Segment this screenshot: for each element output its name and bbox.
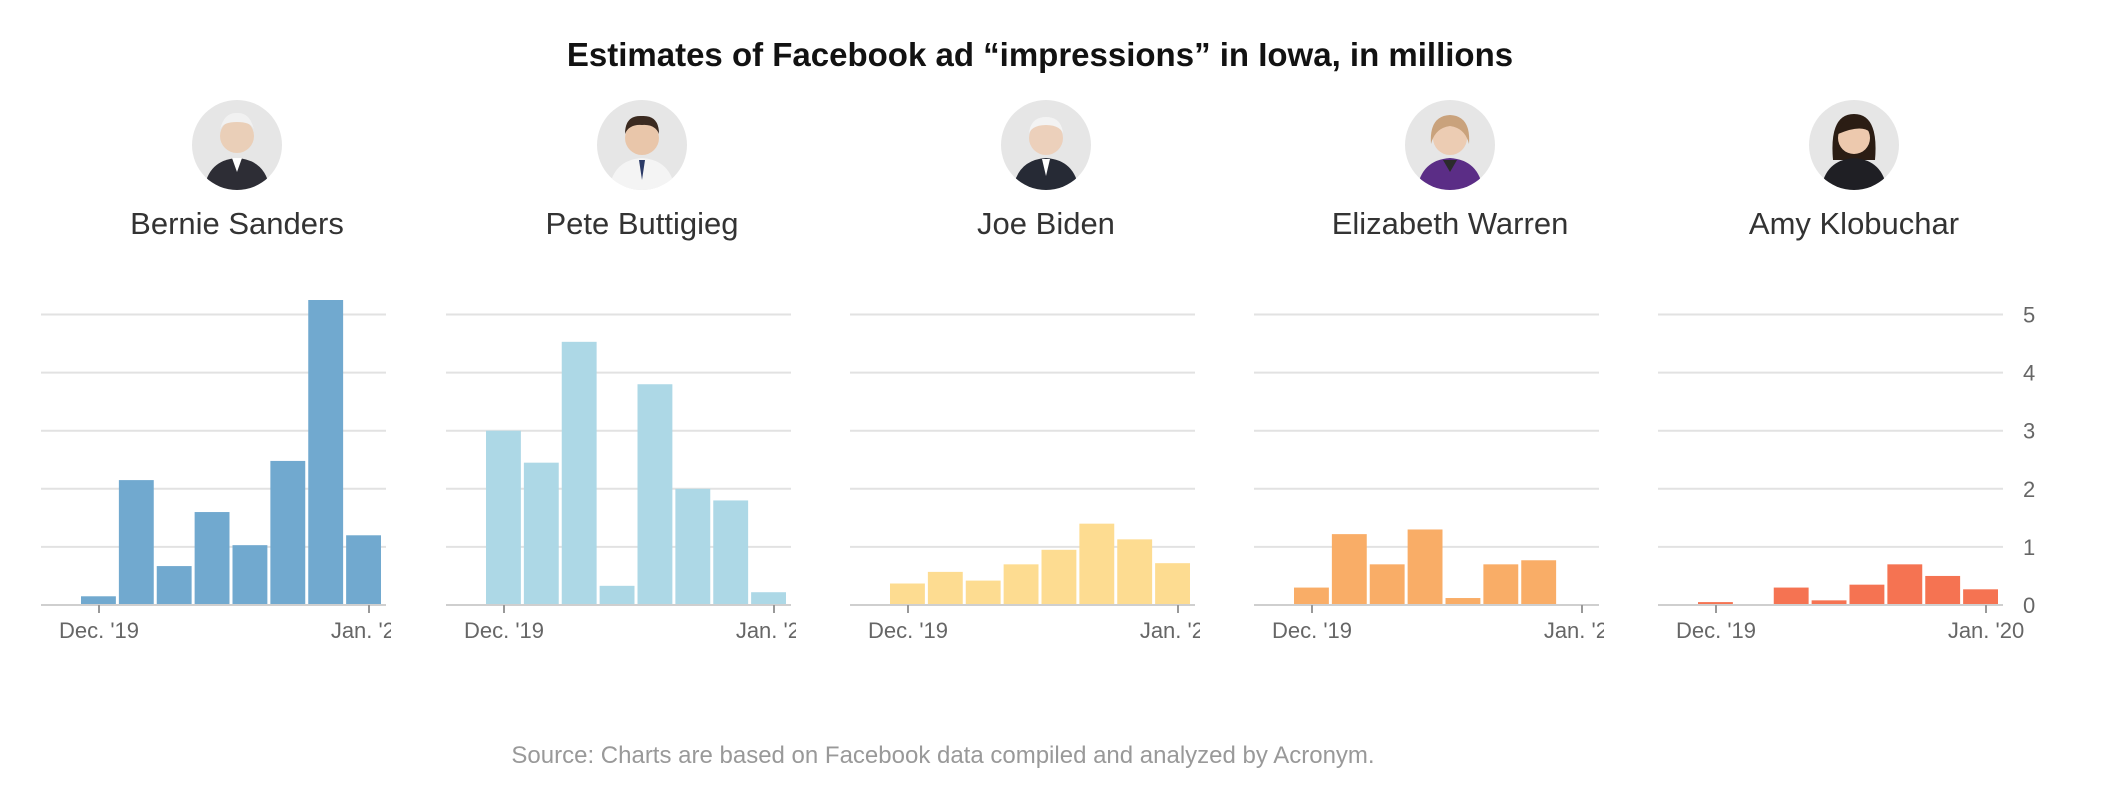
x-tick-label-start: Dec. '19 <box>868 618 948 643</box>
bar-chart: 0 1 2 3 4 5 Dec. '19 Jan. '20 <box>1658 270 2058 655</box>
y-tick-label: 5 <box>2023 303 2035 328</box>
bar <box>1773 587 1809 605</box>
bar <box>1849 584 1885 605</box>
x-tick-label-start: Dec. '19 <box>59 618 139 643</box>
y-tick-label: 0 <box>2023 593 2035 618</box>
chart-svg: 0 1 2 3 4 5 Dec. '19 Jan. '20 <box>1658 303 2035 643</box>
bar <box>118 480 154 605</box>
x-tick-label-end: Jan. '20 <box>736 618 796 643</box>
x-tick-label-end: Jan. '20 <box>1948 618 2024 643</box>
bar <box>346 535 381 605</box>
x-tick-label-start: Dec. '19 <box>1676 618 1756 643</box>
bar <box>713 500 749 605</box>
y-tick-label: 3 <box>2023 419 2035 444</box>
x-tick-label-start: Dec. '19 <box>464 618 544 643</box>
candidate-name: Bernie Sanders <box>130 206 344 241</box>
candidate-name: Joe Biden <box>977 206 1115 241</box>
panel-buttigieg: Pete Buttigieg Dec. '19 Jan. '20 <box>446 90 812 690</box>
y-tick-label: 1 <box>2023 535 2035 560</box>
bar <box>81 596 116 605</box>
bar <box>965 580 1001 605</box>
x-tick-label-end: Jan. '20 <box>331 618 391 643</box>
bar <box>890 583 925 605</box>
bar <box>1698 602 1733 605</box>
bar <box>637 384 673 605</box>
bar <box>1811 600 1847 605</box>
source-note: Source: Charts are based on Facebook dat… <box>511 742 1375 769</box>
chart-title: Estimates of Facebook ad “impressions” i… <box>566 36 1514 73</box>
chart-svg: Dec. '19 Jan. '20 <box>41 300 407 643</box>
bar <box>1117 539 1153 605</box>
y-tick-label: 2 <box>2023 477 2035 502</box>
bar <box>1331 534 1367 605</box>
bar <box>194 512 230 605</box>
candidate-photo <box>597 100 687 190</box>
chart-svg: Dec. '19 Jan. '20 <box>850 313 1216 643</box>
x-tick-label-end: Jan. '20 <box>1544 618 1604 643</box>
bar <box>1003 564 1039 605</box>
bar <box>1041 549 1077 605</box>
bar <box>156 566 192 605</box>
panel-sanders: Bernie Sanders Dec. '19 Jan. '20 <box>41 90 407 690</box>
panel-klobuchar: Amy Klobuchar 0 1 2 3 4 5 Dec. '19 Jan. '20 <box>1658 90 2035 690</box>
bar <box>675 488 711 605</box>
bar <box>1963 589 1998 605</box>
panel-warren: Elizabeth Warren Dec. '19 Jan. '20 <box>1254 90 1620 690</box>
bar <box>1483 564 1519 605</box>
bar <box>486 430 521 605</box>
candidate-name: Pete Buttigieg <box>545 206 739 241</box>
bar <box>1369 564 1405 605</box>
x-tick-label-start: Dec. '19 <box>1272 618 1352 643</box>
bar <box>599 585 635 605</box>
panel-biden: Joe Biden Dec. '19 Jan. '20 <box>850 90 1216 690</box>
bar <box>232 545 268 605</box>
bar-chart: Dec. '19 Jan. '20 <box>446 270 812 655</box>
x-tick-label-end: Jan. '20 <box>1140 618 1200 643</box>
bar <box>1294 587 1329 605</box>
bar <box>927 571 963 605</box>
bar <box>1887 564 1923 605</box>
bar <box>270 460 306 605</box>
bar <box>1079 523 1115 605</box>
bar <box>1925 575 1961 605</box>
bar <box>561 341 597 605</box>
bar <box>1155 563 1190 605</box>
bar-chart: Dec. '19 Jan. '20 <box>41 270 407 655</box>
bar <box>308 300 344 605</box>
bar <box>751 592 786 605</box>
candidate-photo <box>192 100 282 190</box>
bar <box>1445 598 1481 605</box>
candidate-photo <box>1405 100 1495 190</box>
candidate-photo <box>1001 100 1091 190</box>
bar <box>1521 560 1557 605</box>
bar-chart: Dec. '19 Jan. '20 <box>850 270 1216 655</box>
bar-chart: Dec. '19 Jan. '20 <box>1254 270 1620 655</box>
bar <box>523 462 559 605</box>
y-tick-label: 4 <box>2023 361 2035 386</box>
candidate-photo <box>1809 100 1899 190</box>
chart-svg: Dec. '19 Jan. '20 <box>446 313 812 643</box>
bar <box>1407 529 1443 605</box>
chart-svg: Dec. '19 Jan. '20 <box>1254 313 1620 643</box>
candidate-name: Amy Klobuchar <box>1748 206 1960 241</box>
candidate-name: Elizabeth Warren <box>1331 206 1569 241</box>
